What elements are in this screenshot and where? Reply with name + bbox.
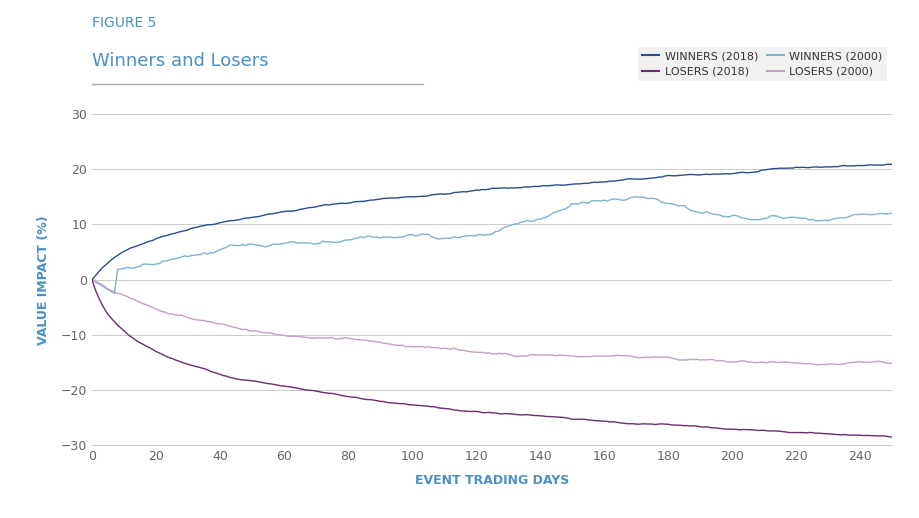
X-axis label: EVENT TRADING DAYS: EVENT TRADING DAYS [414,474,569,487]
Y-axis label: VALUE IMPACT (%): VALUE IMPACT (%) [37,215,50,344]
Text: FIGURE 5: FIGURE 5 [92,16,156,30]
Text: Winners and Losers: Winners and Losers [92,52,268,70]
Legend: WINNERS (2018), LOSERS (2018), WINNERS (2000), LOSERS (2000): WINNERS (2018), LOSERS (2018), WINNERS (… [637,47,886,81]
